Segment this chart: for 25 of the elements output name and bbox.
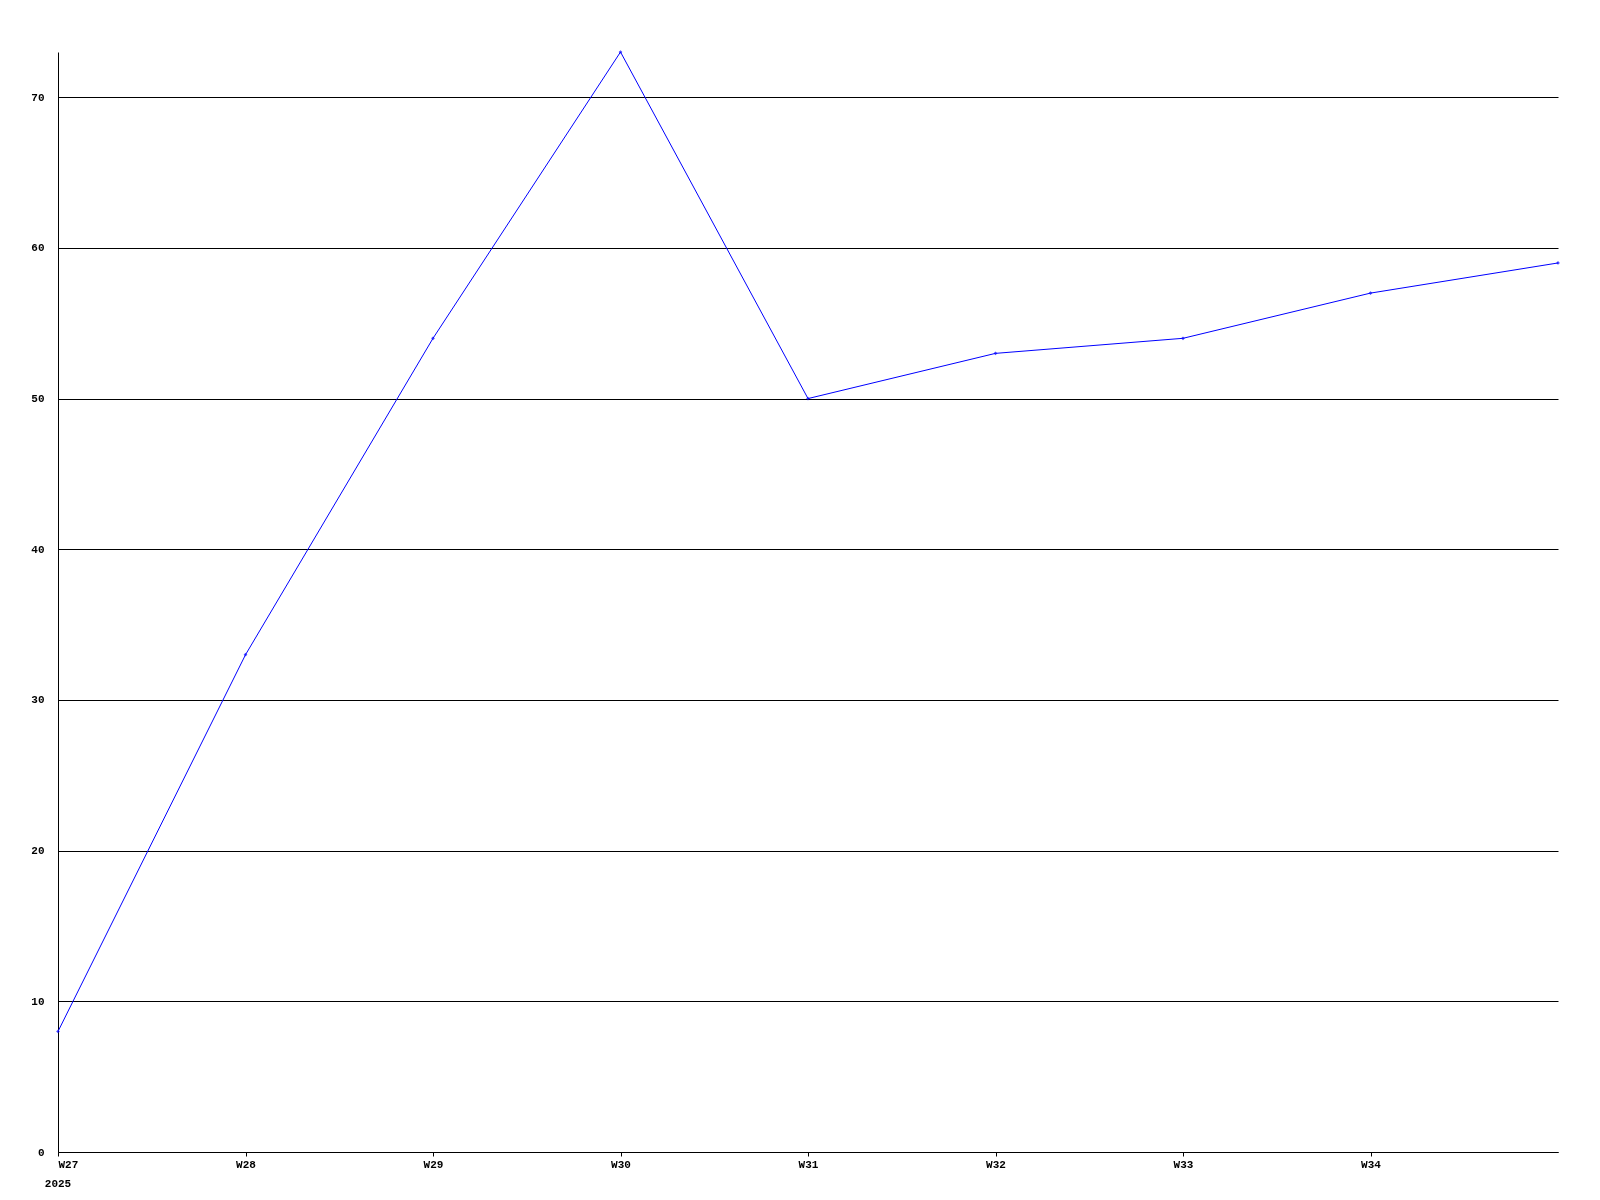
- text: 2025: [44, 1178, 72, 1190]
- y-tick-label: 10: [31, 995, 45, 1008]
- x-tick-label: W34: [1361, 1158, 1382, 1171]
- point: [1368, 291, 1373, 295]
- x-tick-label: W27: [58, 1158, 79, 1171]
- point: [806, 396, 810, 401]
- x-tick-label: W30: [611, 1158, 631, 1171]
- x-tick-label: W31: [798, 1158, 819, 1171]
- y-tick-label: 50: [31, 393, 45, 406]
- y-tick-label: 0: [37, 1146, 45, 1159]
- point: [993, 351, 998, 356]
- y-tick-label: 70: [31, 91, 45, 104]
- x-tick-label: W28: [236, 1158, 257, 1171]
- y-tick-label: 60: [31, 242, 45, 255]
- point: [1181, 336, 1185, 341]
- x-tick-label: W33: [1173, 1158, 1194, 1171]
- y-tick-label: 20: [31, 845, 45, 858]
- point: [618, 50, 623, 54]
- x-tick-label: W32: [986, 1158, 1006, 1171]
- y-tick-label: 40: [31, 543, 45, 556]
- point: [431, 336, 435, 341]
- point: [56, 1029, 60, 1034]
- x-tick-label: W29: [423, 1158, 444, 1171]
- point: [243, 652, 248, 657]
- y-tick-label: 30: [31, 694, 45, 707]
